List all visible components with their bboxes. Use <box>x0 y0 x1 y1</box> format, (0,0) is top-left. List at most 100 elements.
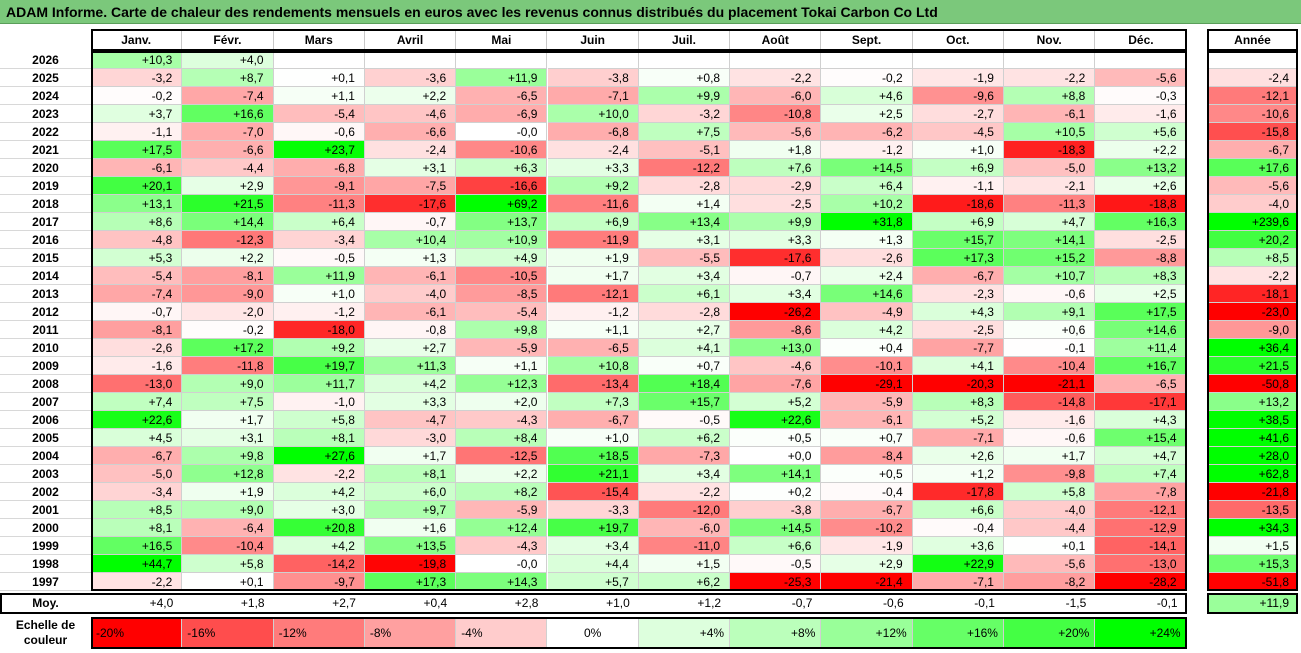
heatmap-cell: -4,5 <box>912 123 1004 141</box>
heatmap-cell: -1,6 <box>1004 411 1096 429</box>
heatmap-cell: +3,4 <box>638 465 731 483</box>
heatmap-cell: -0,7 <box>91 303 183 321</box>
annual-cell: +17,6 <box>1207 159 1298 177</box>
heatmap-cell: +3,1 <box>638 231 731 249</box>
heatmap-cell: +3,4 <box>638 267 731 285</box>
year-label: 2002 <box>0 483 91 501</box>
heatmap-cell: -10,4 <box>182 537 274 555</box>
color-scale-step: +8% <box>730 617 822 649</box>
heatmap-cell: +3,3 <box>730 231 822 249</box>
heatmap-cell: +3,6 <box>912 537 1004 555</box>
heatmap-cell: -12,3 <box>182 231 274 249</box>
heatmap-cell: -0,0 <box>456 555 548 573</box>
heatmap-cell: +4,7 <box>1004 213 1096 231</box>
average-annual-cell: +11,9 <box>1207 593 1298 614</box>
heatmap-cell: +14,6 <box>821 285 913 303</box>
heatmap-cell: +17,3 <box>912 249 1004 267</box>
heatmap-cell: +4,2 <box>821 321 913 339</box>
color-scale-label-line2: couleur <box>23 633 68 647</box>
heatmap-cell: -3,3 <box>547 501 639 519</box>
heatmap-cell: +8,2 <box>456 483 548 501</box>
heatmap-cell: -0,6 <box>1004 429 1096 447</box>
heatmap-cell: -12,0 <box>638 501 731 519</box>
heatmap-cell: -17,8 <box>912 483 1004 501</box>
heatmap-cell: +19,7 <box>547 519 639 537</box>
average-cell: +1,8 <box>182 593 274 614</box>
heatmap-cell: -2,2 <box>273 465 365 483</box>
heatmap-cell: +5,2 <box>912 411 1004 429</box>
heatmap-cell: +8,7 <box>182 69 274 87</box>
annual-cell: +28,0 <box>1207 447 1298 465</box>
heatmap-cell: +8,4 <box>456 429 548 447</box>
heatmap-cell <box>821 51 913 69</box>
heatmap-cell: +16,3 <box>1095 213 1187 231</box>
heatmap-cell: +12,4 <box>456 519 548 537</box>
heatmap-cell: -8,8 <box>1095 249 1187 267</box>
heatmap-cell: -6,0 <box>638 519 731 537</box>
heatmap-cell: -7,1 <box>547 87 639 105</box>
heatmap-cell: +13,1 <box>91 195 183 213</box>
heatmap-cell: -15,4 <box>547 483 639 501</box>
month-header: Janv. <box>91 29 183 51</box>
heatmap-cell: -12,1 <box>547 285 639 303</box>
heatmap-cell: -4,3 <box>456 537 548 555</box>
heatmap-cell: -7,0 <box>182 123 274 141</box>
heatmap-cell: +4,7 <box>1095 447 1187 465</box>
heatmap-cell: -16,6 <box>456 177 548 195</box>
heatmap-cell: -10,6 <box>456 141 548 159</box>
heatmap-cell: -2,2 <box>638 483 731 501</box>
heatmap-cell: +3,1 <box>182 429 274 447</box>
heatmap-cell: +11,7 <box>273 375 365 393</box>
heatmap-cell: +11,3 <box>364 357 457 375</box>
heatmap-cell: -2,2 <box>91 573 183 591</box>
heatmap-cell: -0,7 <box>364 213 457 231</box>
heatmap-cell: +8,1 <box>364 465 457 483</box>
heatmap-cell: +6,1 <box>638 285 731 303</box>
heatmap-cell: +7,5 <box>638 123 731 141</box>
heatmap-cell: +1,0 <box>547 429 639 447</box>
heatmap-cell: -13,0 <box>1095 555 1187 573</box>
heatmap-cell <box>638 51 731 69</box>
heatmap-cell: -6,2 <box>821 123 913 141</box>
annual-cell: +38,5 <box>1207 411 1298 429</box>
heatmap-cell: +14,4 <box>182 213 274 231</box>
heatmap-cell: -3,2 <box>91 69 183 87</box>
heatmap-cell: +4,2 <box>273 483 365 501</box>
heatmap-cell: -28,2 <box>1095 573 1187 591</box>
heatmap-cell: +0,6 <box>1004 321 1096 339</box>
heatmap-cell: -2,9 <box>730 177 822 195</box>
heatmap-cell: -12,2 <box>638 159 731 177</box>
heatmap-cell: +7,6 <box>730 159 822 177</box>
heatmap-cell: -12,1 <box>1095 501 1187 519</box>
heatmap-cell: +2,2 <box>364 87 457 105</box>
heatmap-cell: +10,0 <box>547 105 639 123</box>
heatmap-cell: -19,8 <box>364 555 457 573</box>
heatmap-cell: +44,7 <box>91 555 183 573</box>
heatmap-cell: +1,8 <box>730 141 822 159</box>
annual-cell: -6,7 <box>1207 141 1298 159</box>
heatmap-cell: -2,8 <box>638 303 731 321</box>
annual-cell: -12,1 <box>1207 87 1298 105</box>
heatmap-cell: +9,0 <box>182 375 274 393</box>
heatmap-cell: -0,7 <box>730 267 822 285</box>
heatmap-cell: +14,5 <box>821 159 913 177</box>
heatmap-cell: -8,5 <box>456 285 548 303</box>
year-label: 2001 <box>0 501 91 519</box>
heatmap-cell: -10,1 <box>821 357 913 375</box>
heatmap-cell: +13,4 <box>638 213 731 231</box>
year-label: 2012 <box>0 303 91 321</box>
heatmap-cell: +0,1 <box>273 69 365 87</box>
color-scale-step: 0% <box>547 617 639 649</box>
heatmap-cell: +12,3 <box>456 375 548 393</box>
heatmap-cell: +4,1 <box>638 339 731 357</box>
month-header: Mai <box>456 29 548 51</box>
heatmap-cell: -5,5 <box>638 249 731 267</box>
color-scale-step: -4% <box>456 617 548 649</box>
heatmap-cell: -14,8 <box>1004 393 1096 411</box>
heatmap-cell: +8,6 <box>91 213 183 231</box>
heatmap-cell: +0,1 <box>182 573 274 591</box>
heatmap-cell: -0,4 <box>821 483 913 501</box>
heatmap-cell: -1,6 <box>1095 105 1187 123</box>
year-label: 2008 <box>0 375 91 393</box>
average-cell: +0,4 <box>364 593 457 614</box>
